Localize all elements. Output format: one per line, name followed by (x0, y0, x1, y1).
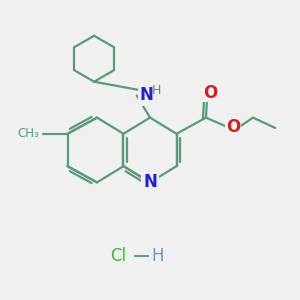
Text: Cl: Cl (110, 247, 126, 265)
Text: N: N (143, 173, 157, 191)
Text: O: O (202, 84, 217, 102)
Text: N: N (140, 86, 154, 104)
Text: H: H (152, 247, 164, 265)
Text: O: O (226, 118, 240, 136)
Text: CH₃: CH₃ (17, 127, 39, 140)
Text: H: H (152, 84, 161, 97)
